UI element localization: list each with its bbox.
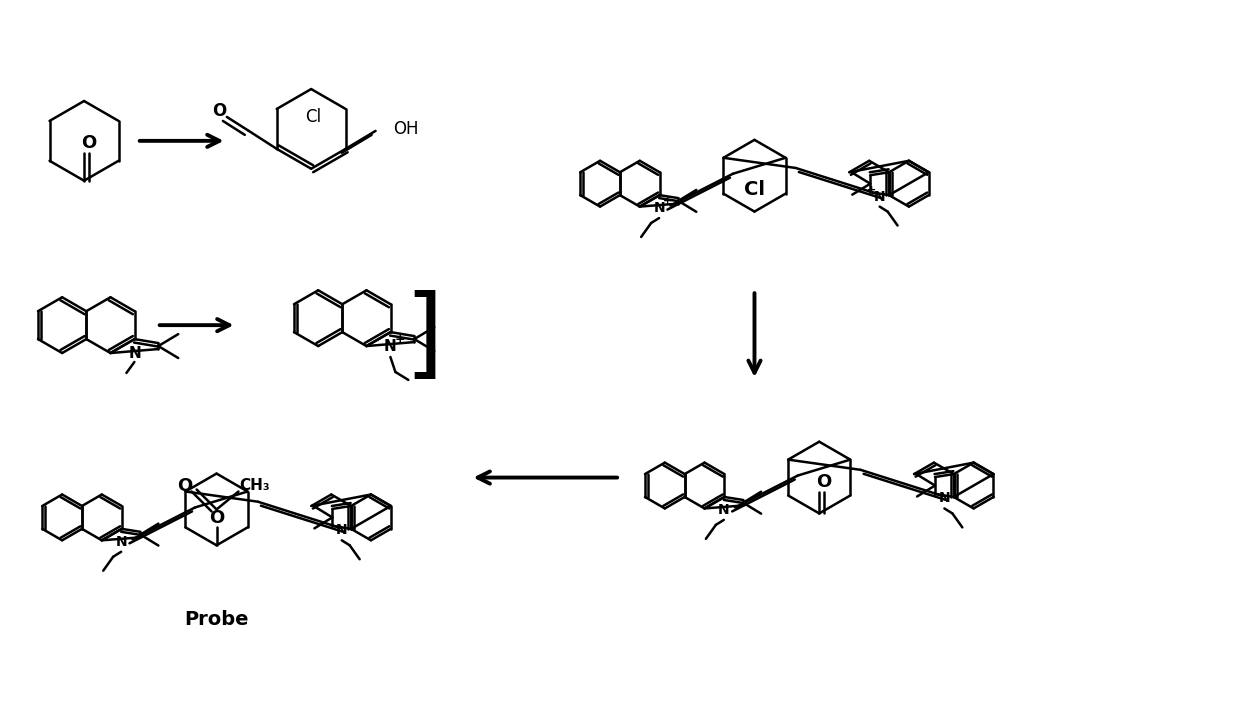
Text: N: N bbox=[336, 523, 347, 537]
Text: +: + bbox=[396, 333, 405, 346]
Text: O: O bbox=[208, 510, 224, 527]
Text: Cl: Cl bbox=[305, 108, 321, 126]
Text: N: N bbox=[874, 190, 885, 204]
Text: O: O bbox=[212, 102, 226, 120]
Text: O: O bbox=[177, 476, 192, 494]
Text: N: N bbox=[129, 346, 141, 360]
Text: N: N bbox=[115, 535, 126, 549]
Text: CH₃: CH₃ bbox=[239, 478, 270, 493]
Text: Cl: Cl bbox=[744, 181, 765, 199]
Text: OH: OH bbox=[393, 120, 419, 138]
Text: N: N bbox=[384, 339, 397, 354]
Text: ]: ] bbox=[404, 290, 443, 387]
Text: N: N bbox=[718, 503, 729, 517]
Text: O: O bbox=[82, 134, 97, 152]
Text: +: + bbox=[867, 185, 877, 195]
Text: N: N bbox=[939, 492, 950, 505]
Text: Probe: Probe bbox=[185, 610, 249, 629]
Text: +: + bbox=[662, 196, 672, 206]
Text: O: O bbox=[817, 473, 832, 491]
Text: N: N bbox=[653, 201, 665, 215]
